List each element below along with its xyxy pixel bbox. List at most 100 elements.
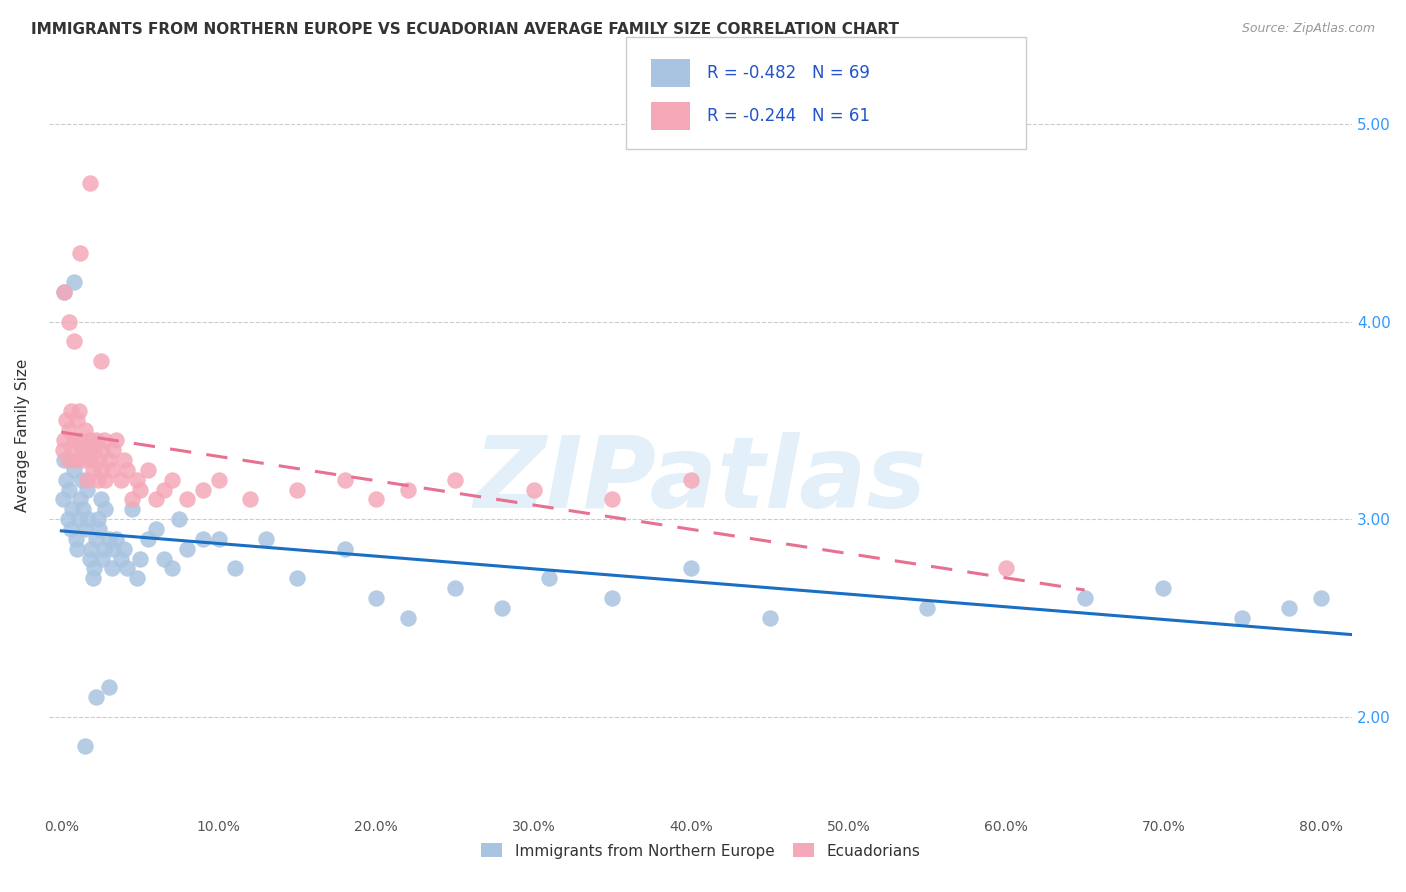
- Point: [60, 443, 83, 458]
- Point: [287, 571, 309, 585]
- Point: [366, 492, 388, 507]
- Point: [94, 502, 117, 516]
- Point: [915, 601, 938, 615]
- Point: [63, 463, 86, 477]
- Point: [53, 433, 76, 447]
- Point: [758, 611, 780, 625]
- Point: [160, 473, 183, 487]
- Point: [66, 541, 89, 556]
- Point: [73, 739, 96, 754]
- Point: [444, 581, 467, 595]
- Point: [67, 403, 90, 417]
- Point: [136, 532, 159, 546]
- Point: [89, 453, 111, 467]
- Point: [1073, 591, 1095, 606]
- Point: [444, 473, 467, 487]
- Point: [55, 413, 77, 427]
- Point: [56, 453, 79, 467]
- Point: [112, 541, 135, 556]
- Point: [125, 473, 148, 487]
- Point: [79, 433, 101, 447]
- Point: [56, 512, 79, 526]
- Point: [72, 502, 94, 516]
- Point: [79, 551, 101, 566]
- Point: [60, 502, 83, 516]
- Point: [84, 690, 107, 704]
- Point: [91, 551, 114, 566]
- Text: R = -0.482   N = 69: R = -0.482 N = 69: [707, 64, 870, 82]
- Point: [77, 512, 100, 526]
- Point: [129, 551, 152, 566]
- Point: [333, 473, 356, 487]
- Point: [602, 591, 624, 606]
- Point: [125, 571, 148, 585]
- Point: [84, 532, 107, 546]
- Point: [208, 473, 231, 487]
- Point: [66, 413, 89, 427]
- Text: Source: ZipAtlas.com: Source: ZipAtlas.com: [1241, 22, 1375, 36]
- Y-axis label: Average Family Size: Average Family Size: [15, 359, 30, 512]
- Point: [82, 463, 104, 477]
- Point: [59, 403, 82, 417]
- Point: [55, 473, 77, 487]
- Point: [287, 483, 309, 497]
- Point: [117, 463, 139, 477]
- Point: [105, 532, 128, 546]
- Point: [65, 532, 87, 546]
- Point: [76, 473, 98, 487]
- Point: [91, 443, 114, 458]
- Point: [1309, 591, 1331, 606]
- Point: [69, 492, 91, 507]
- Point: [90, 354, 112, 368]
- Point: [63, 334, 86, 349]
- Point: [97, 532, 120, 546]
- Point: [523, 483, 546, 497]
- Point: [97, 680, 120, 694]
- Point: [53, 453, 76, 467]
- Point: [538, 571, 561, 585]
- Point: [83, 561, 105, 575]
- Point: [103, 541, 125, 556]
- Point: [121, 502, 143, 516]
- Point: [239, 492, 262, 507]
- Point: [129, 483, 152, 497]
- Point: [224, 561, 246, 575]
- Point: [80, 541, 103, 556]
- Point: [76, 483, 98, 497]
- Point: [86, 473, 108, 487]
- Point: [681, 561, 703, 575]
- Point: [100, 463, 122, 477]
- Point: [145, 492, 167, 507]
- Point: [1152, 581, 1174, 595]
- Point: [97, 453, 120, 467]
- Point: [681, 473, 703, 487]
- Point: [89, 522, 111, 536]
- Point: [121, 492, 143, 507]
- Point: [491, 601, 513, 615]
- Point: [169, 512, 191, 526]
- Point: [110, 551, 132, 566]
- Point: [84, 433, 107, 447]
- Point: [63, 275, 86, 289]
- Point: [86, 512, 108, 526]
- Point: [69, 245, 91, 260]
- Point: [994, 561, 1017, 575]
- Point: [152, 551, 174, 566]
- Text: ZIPatlas: ZIPatlas: [474, 433, 927, 529]
- Point: [105, 433, 128, 447]
- Point: [160, 561, 183, 575]
- Point: [52, 443, 75, 458]
- Point: [254, 532, 277, 546]
- Point: [58, 423, 80, 437]
- Point: [82, 571, 104, 585]
- Point: [176, 492, 198, 507]
- Point: [79, 177, 101, 191]
- Point: [90, 492, 112, 507]
- Point: [103, 443, 125, 458]
- Point: [94, 473, 117, 487]
- Point: [208, 532, 231, 546]
- Point: [69, 433, 91, 447]
- Point: [396, 611, 419, 625]
- Point: [67, 512, 90, 526]
- Point: [58, 483, 80, 497]
